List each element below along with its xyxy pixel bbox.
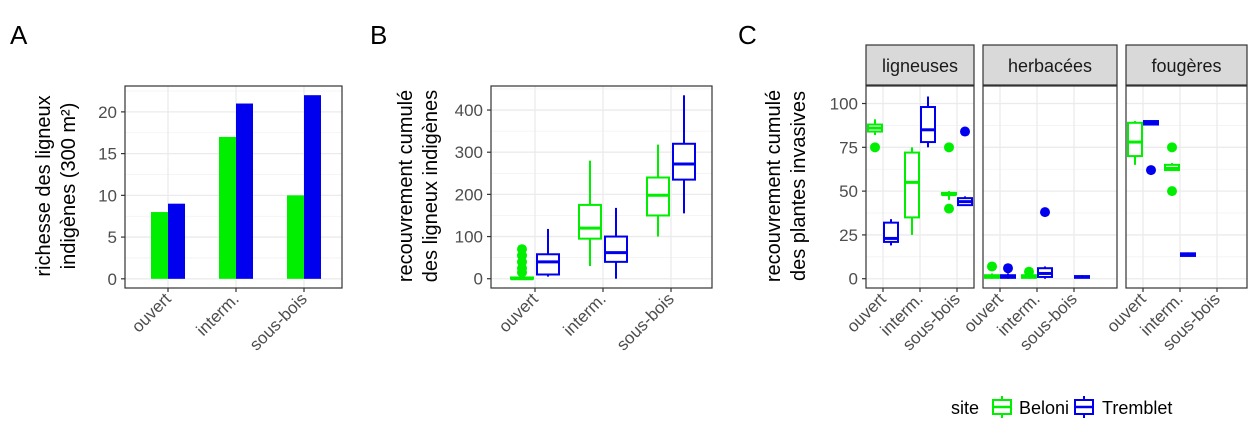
legend-key-beloni [992,396,1012,418]
chart-a-tick-label-x: interm. [193,289,243,339]
chart-b-tick-label-x: interm. [560,289,610,339]
panel-label-c: C [738,20,757,50]
chart-a-tick-label-x: ouvert [128,289,175,336]
chart-c-ligneuses-tick-label-y: 0 [849,270,858,289]
chart-b-tick-label-x: sous-bois [613,289,678,354]
bar-tremblet [304,95,321,279]
chart-b-tick-label-x: ouvert [495,289,542,336]
chart-c-ligneuses-beloni-outlier [944,142,954,153]
chart-b-tick-label-y: 400 [455,101,483,120]
chart-c-ylabel-line2: des plantes invasives [788,91,810,281]
chart-c-herbacées-strip [982,44,1118,86]
bar-tremblet [168,203,185,279]
chart-c-ligneuses-tick-label-y: 25 [839,226,858,245]
chart-a-tick-label-y: 10 [98,186,117,205]
legend-title: site [951,398,979,418]
chart-b-tremblet-box [536,253,560,276]
legend-label-beloni: Beloni [1019,398,1069,418]
chart-a-ylabel-line2: indigènes (300 m²) [58,103,80,270]
chart-a-tick-label-y: 20 [98,103,117,122]
chart-b-tick-label-y: 300 [455,143,483,162]
legend-key-tremblet [1074,396,1094,418]
chart-c-herbacées-panel-bg [983,86,1117,288]
chart-a-tick-label-y: 5 [108,228,117,247]
chart-c-fougères-panel-bg [1126,86,1247,288]
chart-c-ligneuses-beloni-outlier [870,142,880,153]
chart-b-beloni-box [578,203,602,240]
chart-c-fougères-beloni-outlier [1167,186,1177,197]
chart-a-ylabel-line1: richesse des ligneux [33,95,55,276]
panel-label-b: B [370,20,387,50]
bar-tremblet [236,103,253,279]
chart-c-fougères-tremblet-outlier [1146,165,1156,176]
chart-c-fougères-beloni-box [1127,121,1143,158]
chart-c-ligneuses-tremblet-box [920,106,936,144]
chart-c-fougères-strip [1125,44,1248,86]
chart-b-beloni-outlier [517,244,527,255]
chart-a-panel-border [124,85,343,289]
chart-a-tick-label-y: 0 [108,270,117,289]
chart-c-ligneuses-beloni-box [904,151,920,219]
panel-label-a: A [10,20,28,50]
chart-a-tick-label-y: 15 [98,145,117,164]
chart-b-ylabel-line1: recouvrement cumulé [395,90,417,282]
legend-label-tremblet: Tremblet [1102,398,1172,418]
chart-b-tick-label-y: 200 [455,185,483,204]
chart-a-tick-label-x: sous-bois [246,289,311,354]
chart-c-herbacées-tremblet-outlier [1040,207,1050,218]
chart-b-panel-border [490,85,713,289]
chart-b-tick-label-y: 0 [474,270,483,289]
chart-c-herbacées-strip-label: herbacées [1008,56,1092,76]
chart-c-ligneuses-strip [865,44,975,86]
chart-a: 0 5 10 15 20 ouvert interm. sous-bois richesse d… [33,85,343,354]
chart-c-fougères-beloni-outlier [1167,142,1177,153]
chart-b-ylabel-line2: des ligneux indigènes [420,90,442,282]
legend: site Beloni Tremblet [951,396,1172,418]
chart-b-panel-bg [491,86,712,288]
chart-c-ligneuses-tick-label-y: 100 [830,95,858,114]
chart-c-fougères-panel-border [1125,85,1248,289]
chart-c-ligneuses-strip-label: ligneuses [882,56,958,76]
chart-c-ligneuses-tick-label-y: 50 [839,182,858,201]
chart-c-ligneuses-tick-label-y: 75 [839,138,858,157]
chart-b-tick-label-y: 100 [455,228,483,247]
chart-b-tremblet-box [672,142,696,181]
chart-c-ligneuses-tremblet-outlier [960,126,970,137]
chart-b: 0 100 200 300 400 ouvert interm. sous-bois recou… [395,85,713,354]
chart-c-herbacées-tremblet-outlier [1003,263,1013,274]
chart-c-ylabel-line1: recouvrement cumulé [763,90,785,282]
chart-c-ligneuses-beloni-outlier [944,203,954,214]
chart-c: 0255075100ligneusesouvertinterm.sous-boi… [763,44,1248,354]
chart-c-herbacées-beloni-outlier [1024,266,1034,277]
bar-beloni [219,136,236,279]
bar-beloni [287,195,304,279]
chart-c-herbacées-panel-border [982,85,1118,289]
chart-c-fougères-strip-label: fougères [1151,56,1221,76]
chart-b-tremblet-box [604,235,628,263]
chart-c-herbacées-beloni-outlier [987,261,997,272]
bar-beloni [151,212,168,279]
